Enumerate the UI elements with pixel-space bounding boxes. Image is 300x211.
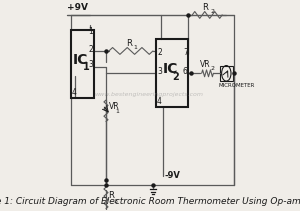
Text: -9V: -9V <box>165 172 181 180</box>
Text: R: R <box>202 3 208 12</box>
Text: 2: 2 <box>210 9 214 14</box>
Text: 2: 2 <box>157 48 162 57</box>
Bar <box>156 39 188 107</box>
Text: 3: 3 <box>157 67 162 76</box>
Text: 2: 2 <box>173 72 179 82</box>
Text: IC: IC <box>163 62 178 76</box>
Text: 1: 1 <box>82 62 89 73</box>
Text: www.bestengineeringprojects.com: www.bestengineeringprojects.com <box>94 92 203 97</box>
Text: R: R <box>108 191 114 200</box>
Text: VR: VR <box>200 61 211 69</box>
Text: 7: 7 <box>183 48 188 57</box>
Text: Figure 1: Circuit Diagram of Electronic Room Thermometer Using Op-amp 741: Figure 1: Circuit Diagram of Electronic … <box>0 197 300 206</box>
Text: R: R <box>126 39 132 48</box>
Text: 1: 1 <box>133 45 137 50</box>
Text: 1: 1 <box>88 27 93 37</box>
Text: MICROMETER: MICROMETER <box>219 83 255 88</box>
Bar <box>71 30 94 98</box>
Text: 2: 2 <box>211 66 214 71</box>
Text: IC: IC <box>73 53 88 67</box>
Text: +9V: +9V <box>67 3 88 12</box>
Text: 1: 1 <box>116 109 119 114</box>
Text: 3: 3 <box>113 199 117 204</box>
Text: 4: 4 <box>72 88 77 97</box>
Text: 6: 6 <box>183 67 188 76</box>
Text: 3: 3 <box>88 61 93 69</box>
Text: 4: 4 <box>157 97 162 107</box>
Text: VR: VR <box>109 102 119 111</box>
Bar <box>220 66 233 81</box>
Text: 2: 2 <box>88 45 93 54</box>
